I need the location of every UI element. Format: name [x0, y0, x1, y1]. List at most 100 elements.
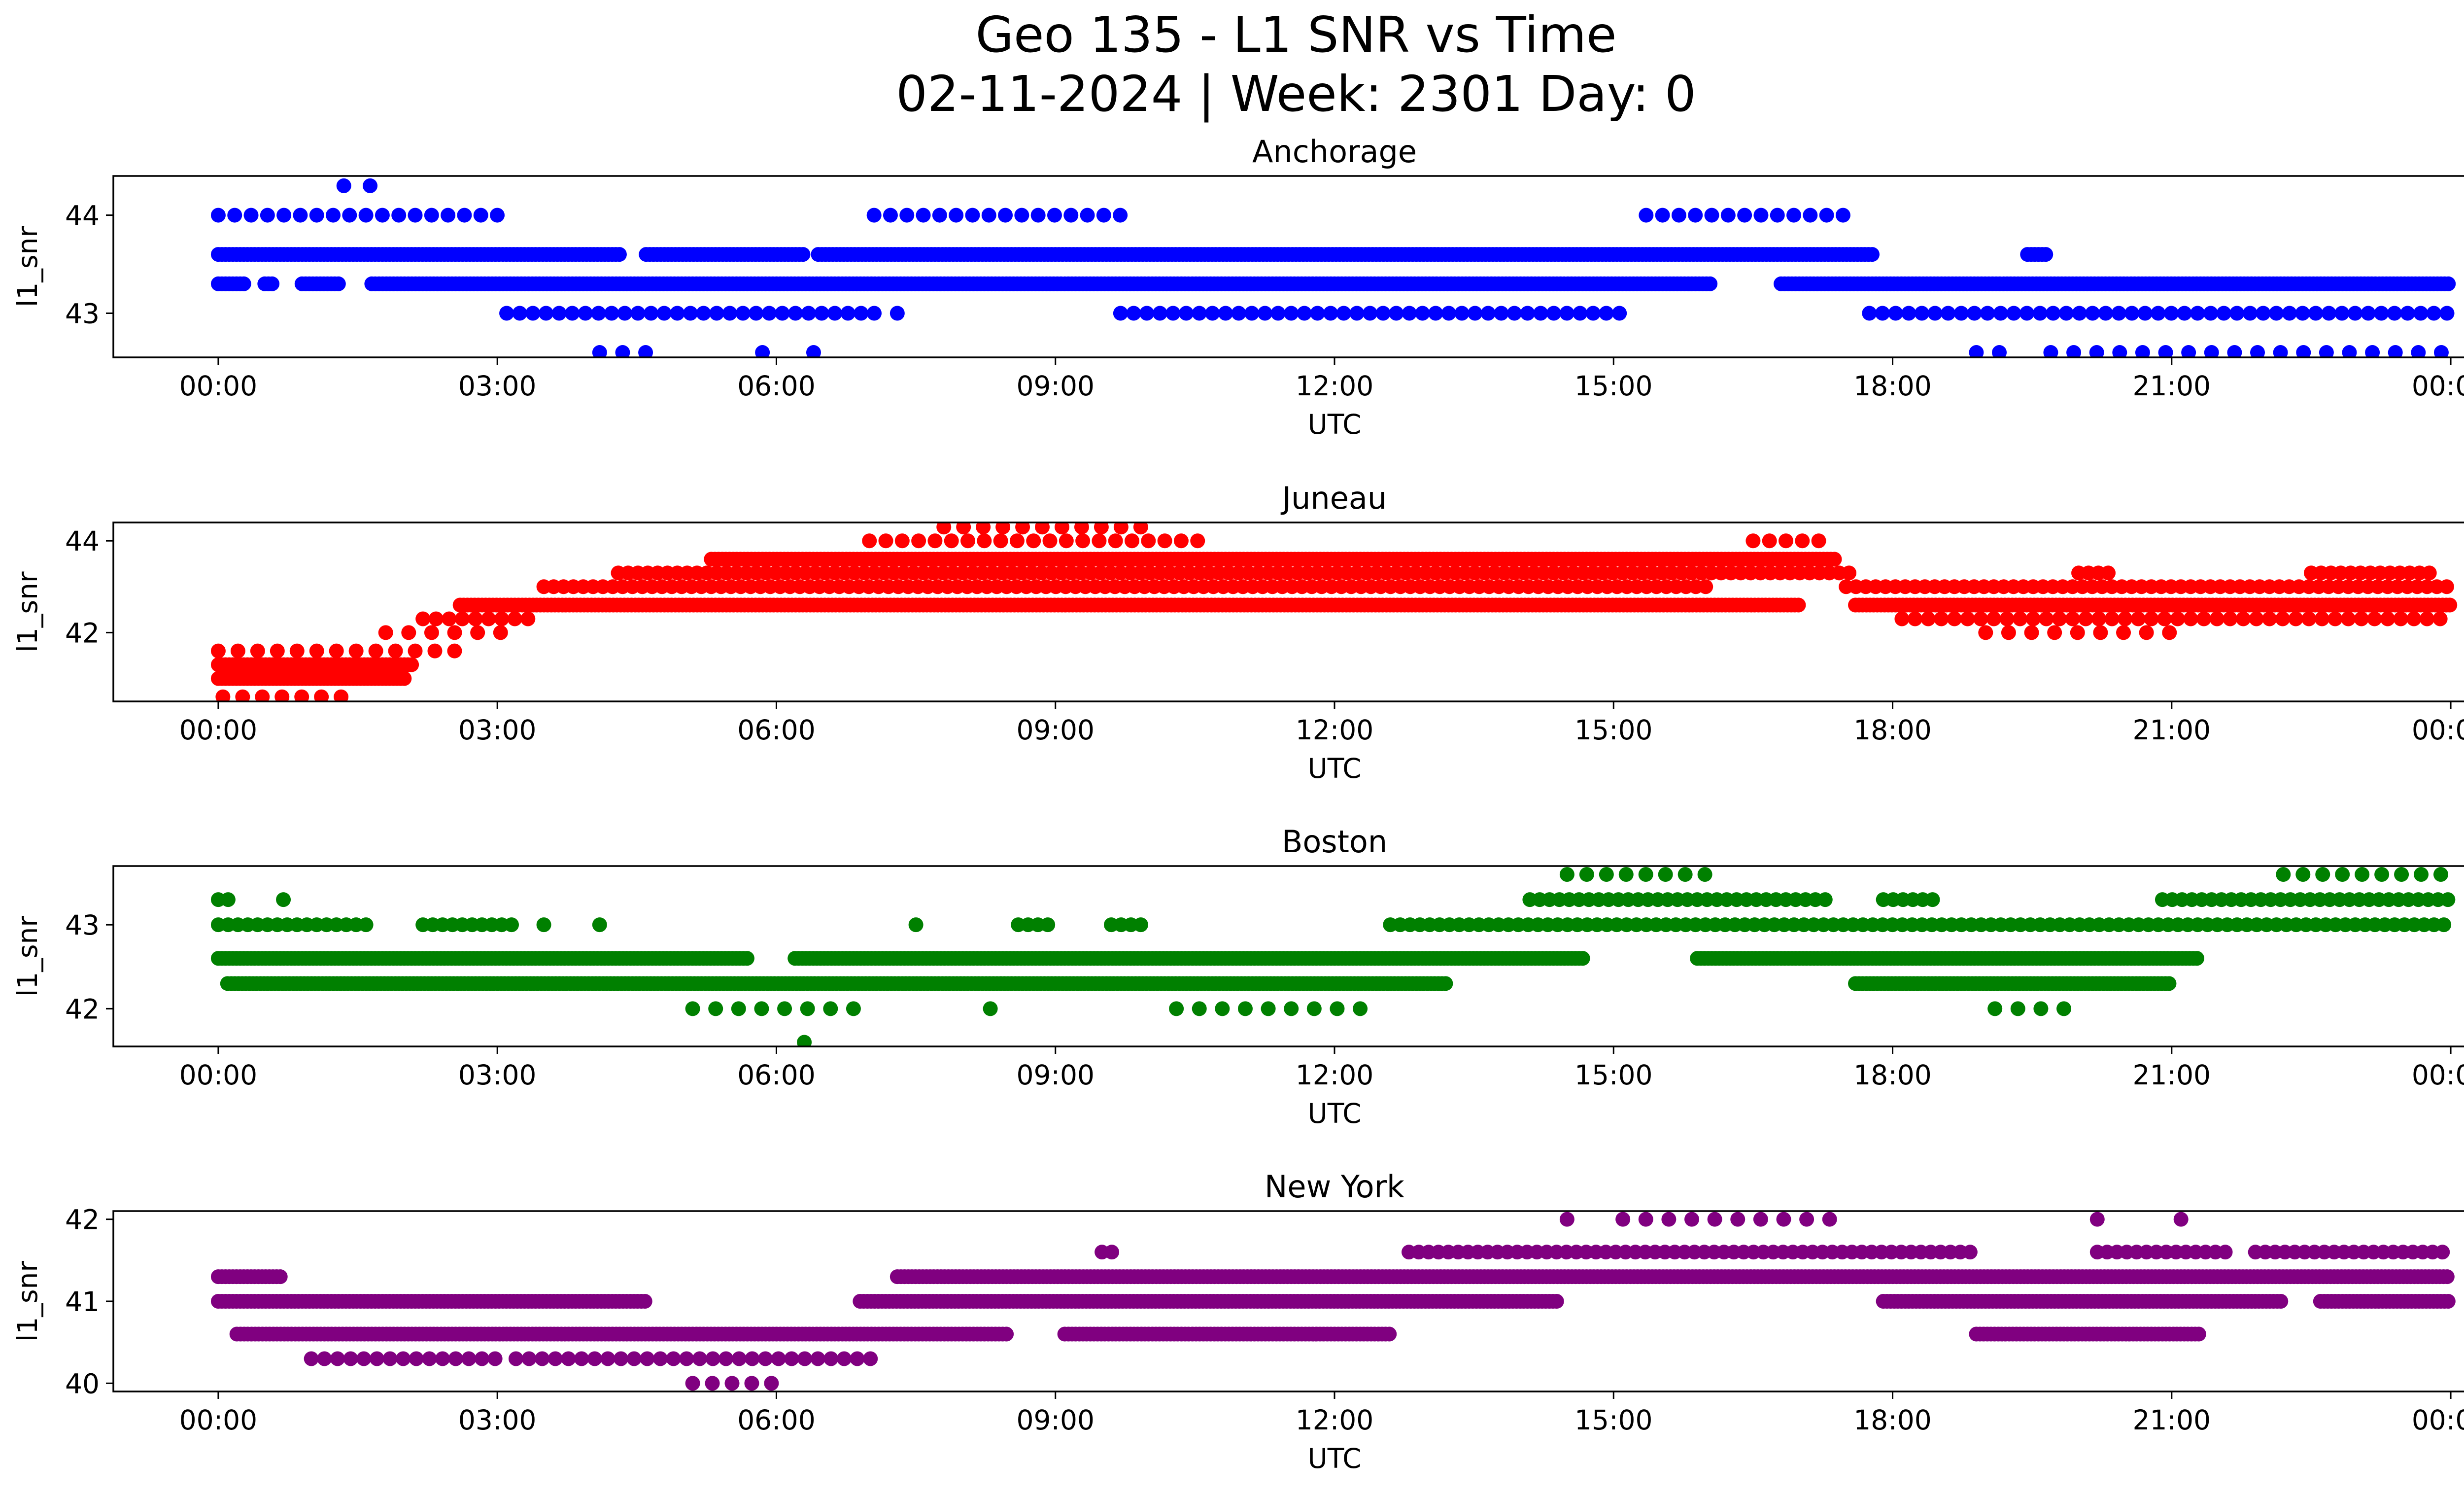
- data-point: [2441, 276, 2456, 291]
- data-point: [220, 892, 236, 907]
- x-axis-label: UTC: [1307, 409, 1361, 440]
- scatter-series: [210, 1212, 2456, 1391]
- data-point: [2249, 611, 2264, 626]
- data-point: [1205, 306, 1220, 321]
- data-point: [388, 643, 403, 659]
- data-point: [2321, 306, 2336, 321]
- y-tick-label: 44: [65, 525, 100, 557]
- data-point: [490, 208, 505, 223]
- subplot-title: Boston: [1282, 824, 1387, 860]
- data-point: [368, 643, 383, 659]
- data-point: [1914, 306, 1929, 321]
- data-point: [415, 611, 431, 626]
- data-point: [927, 533, 943, 549]
- data-point: [2093, 625, 2108, 640]
- data-point: [2420, 611, 2435, 626]
- data-point: [1363, 306, 1378, 321]
- data-point: [2388, 345, 2403, 357]
- data-point: [2433, 345, 2449, 357]
- data-point: [2282, 306, 2297, 321]
- data-point: [2436, 917, 2452, 933]
- data-point: [2256, 306, 2271, 321]
- data-point: [2013, 611, 2028, 626]
- data-point: [2411, 345, 2426, 357]
- x-tick-label: 09:00: [1016, 1059, 1095, 1091]
- data-point: [1040, 917, 1056, 933]
- data-point: [2181, 345, 2196, 357]
- data-point: [1862, 306, 1877, 321]
- data-point: [1284, 306, 1299, 321]
- data-point: [1096, 208, 1111, 223]
- data-point: [722, 306, 737, 321]
- data-point: [314, 689, 329, 701]
- data-point: [638, 345, 653, 357]
- data-point: [2348, 306, 2363, 321]
- data-point: [1927, 306, 1943, 321]
- data-point: [731, 1001, 746, 1016]
- data-point: [1080, 208, 1095, 223]
- data-point: [2387, 306, 2402, 321]
- data-point: [1559, 306, 1574, 321]
- data-point: [1618, 867, 1634, 882]
- data-point: [683, 306, 698, 321]
- data-point: [427, 643, 443, 659]
- data-point: [2112, 345, 2127, 357]
- data-point: [1063, 208, 1079, 223]
- data-point: [754, 1001, 769, 1016]
- data-point: [1908, 611, 1923, 626]
- data-point: [493, 625, 508, 640]
- data-point: [1507, 306, 1522, 321]
- data-point: [1323, 306, 1338, 321]
- y-tick-label: 42: [65, 993, 100, 1025]
- data-point: [956, 522, 971, 535]
- data-point: [2296, 345, 2311, 357]
- data-point: [615, 345, 630, 357]
- data-point: [2216, 306, 2231, 321]
- data-point: [363, 178, 378, 193]
- data-point: [1925, 892, 1940, 907]
- data-point: [1987, 1001, 2003, 1016]
- data-point: [2085, 306, 2100, 321]
- data-point: [2190, 306, 2205, 321]
- data-point: [1546, 306, 1561, 321]
- data-point: [447, 643, 462, 659]
- data-point: [2393, 611, 2408, 626]
- data-point: [1575, 951, 1590, 966]
- data-point: [2019, 306, 2035, 321]
- x-tick-label: 18:00: [1853, 714, 1932, 746]
- data-point: [878, 533, 893, 549]
- data-point: [2227, 345, 2242, 357]
- data-point: [2301, 611, 2317, 626]
- data-point: [1047, 208, 1062, 223]
- data-point: [1901, 306, 1916, 321]
- data-point: [1753, 208, 1769, 223]
- data-point: [739, 951, 754, 966]
- data-point: [2442, 597, 2458, 613]
- data-point: [2010, 1001, 2025, 1016]
- data-point: [1428, 306, 1443, 321]
- data-point: [755, 345, 770, 357]
- data-point: [2065, 611, 2080, 626]
- data-point: [236, 276, 251, 291]
- data-point: [499, 306, 514, 321]
- x-tick-label: 18:00: [1853, 1059, 1932, 1091]
- data-point: [670, 306, 685, 321]
- data-point: [2151, 306, 2166, 321]
- data-point: [1438, 976, 1453, 991]
- data-point: [916, 208, 931, 223]
- data-point: [2439, 579, 2454, 594]
- data-point: [1842, 565, 1857, 581]
- data-point: [2196, 611, 2212, 626]
- scatter-series: [210, 867, 2456, 1046]
- data-point: [512, 306, 527, 321]
- data-point: [2038, 247, 2053, 262]
- data-point: [612, 247, 627, 262]
- data-point: [2223, 611, 2238, 626]
- data-point: [293, 208, 308, 223]
- data-point: [1215, 1001, 1230, 1016]
- data-point: [243, 208, 259, 223]
- data-point: [2242, 306, 2258, 321]
- data-point: [1157, 533, 1172, 549]
- data-point: [1720, 208, 1736, 223]
